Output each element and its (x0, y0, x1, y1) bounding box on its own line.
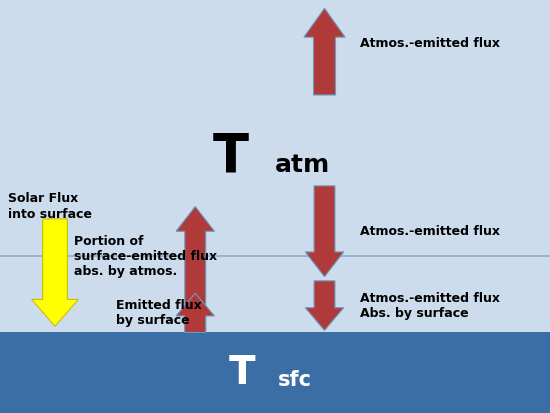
Text: $\mathbf{T}$: $\mathbf{T}$ (228, 354, 256, 392)
Bar (0, 0, 550, 332)
FancyArrow shape (305, 186, 344, 277)
Text: Atmos.-emitted flux: Atmos.-emitted flux (360, 225, 500, 238)
FancyArrow shape (32, 219, 79, 326)
Text: sfc: sfc (278, 370, 312, 390)
Text: atm: atm (275, 153, 330, 177)
FancyArrow shape (304, 8, 345, 95)
FancyArrow shape (305, 281, 344, 330)
Text: Atmos.-emitted flux: Atmos.-emitted flux (360, 37, 500, 50)
Text: Solar Flux
into surface: Solar Flux into surface (8, 192, 92, 221)
FancyArrow shape (176, 293, 214, 332)
Text: Emitted flux
by surface: Emitted flux by surface (116, 299, 201, 327)
Text: Atmos.-emitted flux
Abs. by surface: Atmos.-emitted flux Abs. by surface (360, 292, 500, 320)
Text: Portion of
surface-emitted flux
abs. by atmos.: Portion of surface-emitted flux abs. by … (74, 235, 217, 278)
Bar (0, 332, 550, 413)
Text: $\mathbf{T}$: $\mathbf{T}$ (212, 131, 250, 183)
FancyArrow shape (176, 206, 214, 330)
